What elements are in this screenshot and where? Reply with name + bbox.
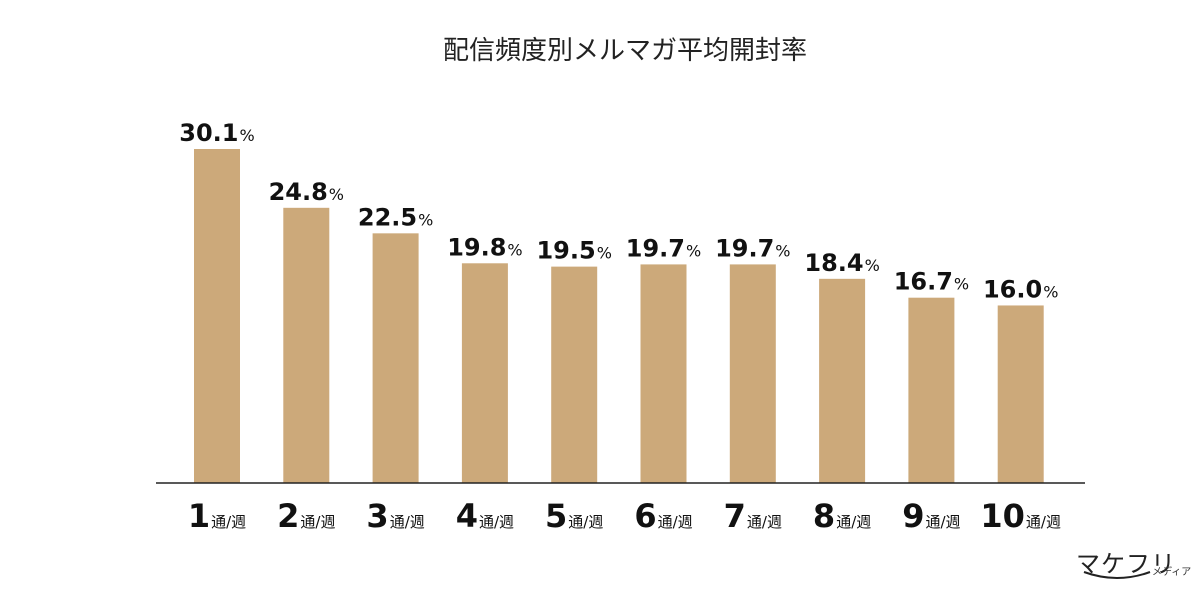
bar-10 (997, 305, 1044, 483)
x-tick-labels-group: 1通/週 2通/週 3通/週 4通/週 5通/週 6通/週 7通/週 8通/週 9通/週 10通/… (188, 497, 1061, 535)
value-label-1: 30.1% (179, 119, 254, 147)
chart-title: 配信頻度別メルマガ平均開封率 (442, 36, 807, 66)
bar-4 (461, 263, 508, 483)
value-label-9: 16.7% (894, 268, 969, 296)
value-label-3: 22.5% (358, 203, 433, 231)
value-label-2: 24.8% (269, 178, 344, 206)
bar-9 (908, 297, 955, 483)
x-tick-label-2: 2通/週 (277, 497, 335, 535)
x-tick-label-3: 3通/週 (366, 497, 424, 535)
x-tick-label-7: 7通/週 (724, 497, 782, 535)
value-label-7: 19.7% (715, 234, 790, 262)
x-tick-label-10: 10通/週 (980, 497, 1061, 535)
value-label-5: 19.5% (536, 237, 611, 265)
x-tick-label-9: 9通/週 (902, 497, 960, 535)
bar-8 (819, 278, 866, 483)
bar-1 (194, 149, 240, 483)
brand-sub: メディア (1152, 567, 1192, 578)
bar-6 (640, 264, 687, 483)
bars-group (194, 149, 1044, 483)
x-tick-label-6: 6通/週 (634, 497, 692, 535)
value-label-10: 16.0% (983, 275, 1058, 303)
value-label-4: 19.8% (447, 233, 522, 261)
value-label-6: 19.7% (626, 234, 701, 262)
x-tick-label-5: 5通/週 (545, 497, 603, 535)
x-tick-label-1: 1通/週 (188, 497, 246, 535)
bar-2 (283, 207, 330, 483)
brand-logo: マケフリ メディア (1076, 544, 1196, 584)
bar-5 (551, 266, 598, 483)
bar-3 (372, 233, 419, 483)
bar-7 (729, 264, 776, 483)
brand-name: マケフリ (1076, 550, 1176, 578)
smile-icon (1083, 571, 1151, 579)
x-tick-label-8: 8通/週 (813, 497, 871, 535)
value-label-8: 18.4% (804, 249, 879, 277)
value-labels-group: 30.1% 24.8% 22.5% 19.8% 19.5% 19.7% 19.7% 18.4%… (179, 119, 1058, 303)
x-tick-label-4: 4通/週 (456, 497, 514, 535)
